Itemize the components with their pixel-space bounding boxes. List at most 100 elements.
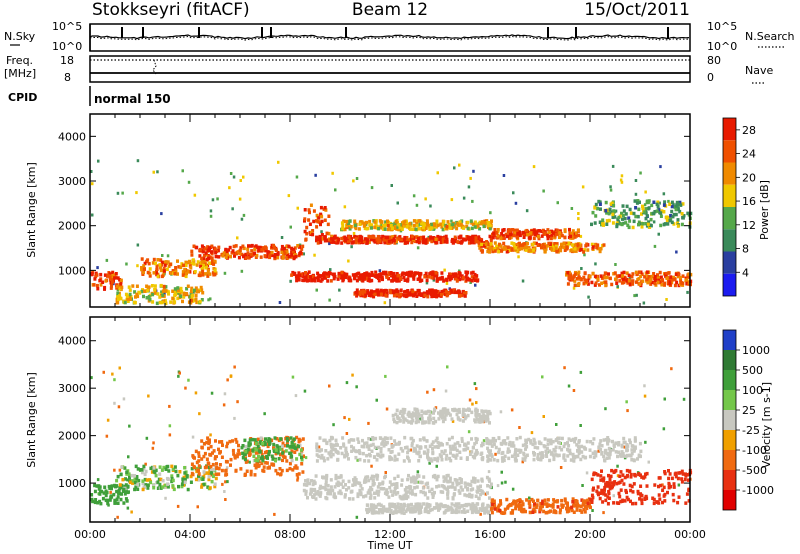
echo-cell — [113, 498, 117, 503]
echo-cell — [577, 233, 580, 238]
echo-cell — [414, 420, 418, 425]
echo-cell — [525, 453, 529, 457]
echo-cell — [567, 444, 571, 448]
echo-cell — [198, 474, 202, 479]
echo-cell — [578, 508, 582, 513]
echo-cell — [106, 273, 110, 278]
echo-cell — [363, 237, 367, 241]
echo-cell — [435, 279, 439, 283]
echo-cell — [626, 448, 629, 452]
scatter-cell — [458, 163, 461, 167]
echo-cell — [605, 222, 609, 226]
scatter-cell — [122, 397, 126, 401]
scatter-cell — [428, 461, 431, 465]
echo-cell — [136, 487, 140, 491]
y-tick-label: 3000 — [58, 175, 86, 188]
echo-cell — [644, 221, 648, 226]
echo-cell — [253, 251, 256, 255]
echo-cell — [386, 509, 389, 513]
echo-cell — [140, 470, 144, 475]
echo-cell — [430, 487, 434, 492]
echo-cell — [393, 277, 397, 281]
echo-cell — [147, 295, 151, 299]
echo-cell — [261, 441, 265, 446]
echo-cell — [237, 255, 241, 260]
echo-cell — [469, 483, 473, 487]
echo-cell — [317, 216, 321, 220]
echo-cell — [544, 247, 548, 251]
echo-cell — [442, 407, 446, 411]
echo-cell — [680, 212, 684, 216]
echo-cell — [326, 279, 330, 283]
echo-cell — [155, 269, 158, 274]
echo-cell — [395, 485, 399, 489]
echo-cell — [385, 275, 389, 279]
echo-cell — [363, 290, 367, 294]
colorbar-swatch — [723, 273, 736, 296]
echo-cell — [336, 277, 340, 281]
echo-cell — [574, 231, 578, 235]
echo-cell — [357, 276, 361, 281]
echo-cell — [176, 473, 180, 478]
echo-cell — [141, 481, 145, 486]
echo-cell — [531, 232, 535, 236]
echo-cell — [531, 242, 535, 247]
scatter-cell — [118, 468, 122, 472]
echo-cell — [390, 449, 394, 454]
echo-cell — [563, 228, 567, 232]
echo-cell — [689, 211, 693, 216]
echo-cell — [315, 453, 319, 457]
echo-cell — [649, 217, 653, 222]
echo-cell — [423, 293, 427, 298]
echo-cell — [173, 290, 177, 295]
echo-cell — [416, 451, 420, 456]
echo-cell — [104, 279, 108, 283]
echo-cell — [577, 270, 581, 275]
echo-cell — [189, 480, 193, 484]
echo-cell — [216, 248, 220, 253]
echo-cell — [542, 444, 546, 448]
echo-cell — [608, 207, 612, 211]
echo-cell — [423, 275, 427, 279]
echo-cell — [340, 270, 344, 275]
scatter-cell — [416, 480, 420, 484]
echo-cell — [306, 481, 310, 485]
echo-cell — [459, 480, 463, 485]
echo-cell — [432, 222, 436, 226]
echo-cell — [366, 491, 370, 495]
scatter-cell — [289, 225, 292, 229]
echo-cell — [112, 492, 116, 497]
echo-cell — [173, 272, 177, 276]
echo-cell — [94, 498, 98, 502]
echo-cell — [318, 449, 322, 453]
echo-cell — [327, 214, 331, 218]
echo-cell — [388, 507, 392, 511]
scatter-cell — [226, 378, 229, 382]
echo-cell — [670, 209, 674, 214]
echo-cell — [659, 280, 663, 284]
echo-cell — [468, 452, 472, 456]
echo-cell — [631, 272, 635, 276]
echo-cell — [373, 496, 377, 500]
echo-cell — [244, 449, 248, 454]
echo-cell — [522, 235, 526, 239]
echo-cell — [631, 282, 635, 286]
echo-cell — [376, 485, 380, 489]
scatter-cell — [453, 166, 456, 170]
echo-cell — [659, 223, 663, 228]
echo-cell — [255, 448, 259, 452]
echo-cell — [309, 203, 313, 207]
echo-cell — [273, 256, 277, 261]
echo-cell — [465, 503, 469, 508]
echo-cell — [569, 438, 573, 442]
scatter-cell — [559, 466, 563, 469]
echo-cell — [435, 502, 439, 506]
echo-cell — [403, 446, 407, 450]
echo-cell — [234, 244, 238, 248]
echo-cell — [272, 446, 275, 450]
echo-cell — [283, 455, 287, 460]
echo-cell — [470, 479, 474, 484]
echo-cell — [189, 298, 193, 303]
echo-cell — [456, 223, 460, 227]
scatter-cell — [597, 449, 600, 453]
